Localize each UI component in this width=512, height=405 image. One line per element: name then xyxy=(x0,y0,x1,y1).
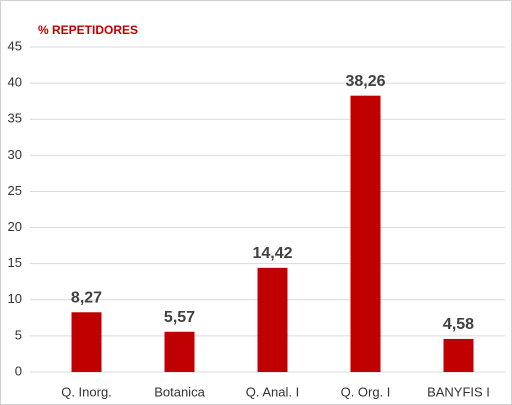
y-tick-label: 40 xyxy=(8,75,22,90)
bar xyxy=(350,95,381,372)
y-tick-label: 15 xyxy=(8,255,22,270)
x-tick-label: Q. Org. I xyxy=(341,384,391,399)
bar xyxy=(443,338,474,372)
value-label: 5,57 xyxy=(164,309,195,326)
value-label: 14,42 xyxy=(252,245,292,262)
y-tick-label: 25 xyxy=(8,183,22,198)
y-tick-label: 5 xyxy=(15,327,22,342)
chart-title: % REPETIDORES xyxy=(38,23,138,37)
y-tick-label: 30 xyxy=(8,147,22,162)
bar xyxy=(164,331,195,372)
x-tick-label: Q. Inorg. xyxy=(61,384,112,399)
y-tick-label: 0 xyxy=(15,363,22,378)
y-tick-label: 10 xyxy=(8,291,22,306)
y-tick-label: 35 xyxy=(8,111,22,126)
bar xyxy=(257,267,288,372)
value-label: 8,27 xyxy=(71,289,102,306)
y-tick-label: 20 xyxy=(8,219,22,234)
x-tick-label: BANYFIS I xyxy=(427,384,490,399)
y-tick-label: 45 xyxy=(8,38,22,53)
x-tick-label: Botanica xyxy=(154,384,205,399)
value-label: 38,26 xyxy=(345,73,385,90)
x-tick-label: Q. Anal. I xyxy=(246,384,299,399)
value-label: 4,58 xyxy=(443,316,474,333)
bar xyxy=(71,312,102,372)
